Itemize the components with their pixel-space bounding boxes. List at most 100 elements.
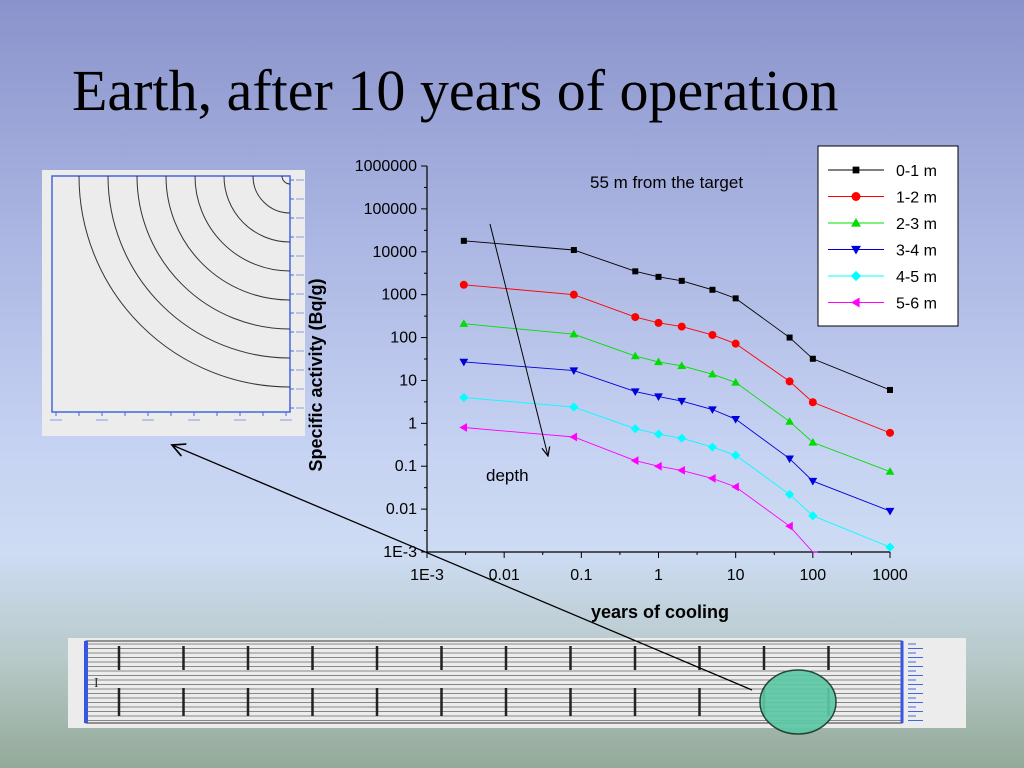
- x-axis-title: years of cooling: [591, 602, 729, 622]
- data-point-3-4-m: [569, 367, 579, 375]
- series-line-3-4-m: [463, 361, 891, 512]
- legend-box: [817, 145, 959, 327]
- y-tick-label: 0.1: [395, 458, 417, 475]
- data-point-2-3-m: [708, 369, 717, 378]
- data-point-2-3-m: [569, 329, 579, 338]
- y-tick-label: 1: [408, 415, 417, 432]
- data-point-3-4-m: [459, 358, 469, 367]
- data-point-5-6-m: [459, 423, 468, 432]
- data-point-4-5-m: [569, 402, 579, 412]
- x-tick-label: 1: [654, 567, 663, 584]
- data-point-0-1-m: [809, 355, 816, 362]
- data-point-2-3-m: [654, 357, 663, 366]
- y-tick-label: 1000: [381, 287, 417, 304]
- data-point-2-3-m: [808, 437, 818, 446]
- legend-label: 5-6 m: [896, 296, 937, 313]
- data-point-3-4-m: [808, 477, 818, 486]
- data-point-5-6-m: [654, 461, 662, 471]
- y-tick-label: 10: [399, 372, 417, 389]
- data-point-4-5-m: [677, 433, 687, 443]
- data-point-0-1-m: [570, 247, 577, 254]
- x-tick-label: 100: [799, 567, 826, 584]
- data-point-3-4-m: [630, 388, 640, 396]
- chart-subtitle: 55 m from the target: [590, 173, 743, 192]
- data-point-1-2-m: [459, 280, 468, 289]
- series-line-0-1-m: [463, 240, 891, 391]
- data-point-3-4-m: [885, 507, 895, 516]
- data-point-4-5-m: [630, 424, 640, 434]
- contour-arc: [107, 175, 291, 359]
- legend-marker: [852, 166, 860, 174]
- legend-marker: [851, 245, 861, 255]
- legend-label: 4-5 m: [896, 269, 937, 286]
- data-point-2-3-m: [459, 319, 469, 327]
- data-point-2-3-m: [731, 378, 741, 386]
- data-point-4-5-m: [731, 450, 741, 460]
- data-point-3-4-m: [785, 455, 795, 464]
- series-line-2-3-m: [463, 323, 891, 473]
- contour-arc: [223, 175, 291, 243]
- x-tick-label: 1000: [872, 567, 908, 584]
- data-point-5-6-m: [708, 474, 716, 483]
- data-point-4-5-m: [885, 542, 895, 552]
- data-point-0-1-m: [887, 386, 893, 393]
- x-tick-label: 1E-3: [410, 567, 444, 584]
- legend-marker: [850, 270, 862, 282]
- series-line-5-6-m: [463, 427, 818, 553]
- concentric-arcs-graphic: [50, 175, 304, 421]
- data-point-1-2-m: [886, 428, 894, 437]
- legend-marker: [851, 218, 861, 227]
- data-point-0-1-m: [732, 295, 739, 302]
- data-point-1-2-m: [654, 318, 663, 327]
- contour-arc: [78, 175, 291, 388]
- data-point-1-2-m: [785, 377, 794, 386]
- data-point-5-6-m: [677, 465, 685, 475]
- data-point-0-1-m: [709, 286, 716, 293]
- data-point-0-1-m: [655, 273, 662, 280]
- data-point-4-5-m: [808, 511, 818, 521]
- y-tick-label: 10000: [373, 244, 418, 261]
- series-line-4-5-m: [463, 397, 891, 548]
- data-point-5-6-m: [785, 521, 793, 531]
- contour-arc: [252, 175, 291, 214]
- contour-arc: [136, 175, 291, 330]
- series-line-1-2-m: [463, 284, 891, 434]
- data-point-1-2-m: [677, 322, 686, 331]
- data-point-2-3-m: [785, 417, 795, 425]
- data-point-4-5-m: [459, 392, 469, 403]
- legend-label: 2-3 m: [896, 216, 937, 233]
- data-point-0-1-m: [460, 237, 467, 244]
- data-point-3-4-m: [731, 415, 741, 424]
- beam-marker-label: I: [94, 676, 99, 691]
- data-point-2-3-m: [677, 361, 687, 369]
- depth-label: depth: [486, 466, 529, 485]
- data-point-0-1-m: [632, 268, 639, 275]
- data-point-1-2-m: [569, 290, 578, 299]
- data-point-5-6-m: [630, 456, 639, 466]
- data-point-0-1-m: [678, 277, 685, 284]
- legend-label: 3-4 m: [896, 243, 937, 260]
- contour-arc: [194, 175, 291, 272]
- x-tick-label: 10: [727, 567, 745, 584]
- y-tick-label: 0.01: [386, 501, 417, 518]
- slide-title: Earth, after 10 years of operation: [72, 58, 839, 123]
- data-point-3-4-m: [654, 393, 663, 402]
- y-tick-label: 1E-3: [383, 544, 417, 561]
- legend-label: 1-2 m: [896, 190, 937, 207]
- plan-view-thumbnail: [42, 170, 305, 436]
- contour-arc: [281, 175, 291, 185]
- data-point-1-2-m: [808, 398, 817, 407]
- data-point-2-3-m: [630, 351, 640, 360]
- data-point-0-1-m: [786, 334, 793, 341]
- legend-marker: [851, 192, 861, 201]
- data-point-3-4-m: [677, 397, 687, 406]
- y-tick-label: 1000000: [355, 158, 417, 175]
- data-point-4-5-m: [785, 489, 795, 500]
- depth-arrow: [489, 223, 548, 456]
- data-point-1-2-m: [731, 339, 740, 348]
- legend-label: 0-1 m: [896, 163, 937, 180]
- data-point-1-2-m: [631, 313, 640, 322]
- data-point-2-3-m: [885, 467, 895, 475]
- data-point-4-5-m: [653, 429, 664, 439]
